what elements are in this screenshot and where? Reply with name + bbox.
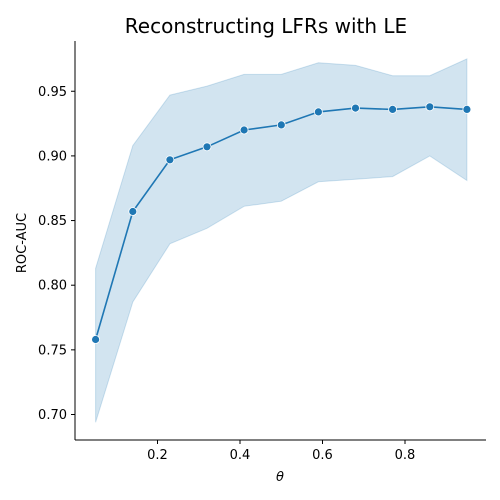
data-point	[351, 103, 360, 113]
data-point	[128, 207, 138, 216]
y-tick-label: 0.80	[38, 279, 67, 294]
x-tick-label: 0.6	[312, 448, 333, 463]
x-axis-label: θ	[276, 470, 284, 485]
data-point	[239, 125, 249, 135]
y-axis-ticks: 0.70 0.75 0.80 0.85 0.90 0.95	[38, 85, 75, 423]
data-point	[165, 155, 175, 165]
y-tick-label: 0.90	[38, 149, 67, 164]
data-point	[202, 142, 212, 152]
y-tick-label: 0.75	[38, 343, 67, 358]
data-point	[276, 120, 286, 130]
data-point	[313, 107, 323, 117]
confidence-band	[95, 58, 468, 423]
data-point	[425, 102, 435, 112]
y-tick-label: 0.70	[38, 408, 67, 423]
x-axis-ticks: 0.2 0.4 0.6 0.8	[147, 440, 415, 463]
data-point	[91, 335, 100, 344]
data-point	[388, 105, 398, 114]
y-tick-label: 0.95	[38, 85, 67, 100]
y-tick-label: 0.85	[38, 214, 67, 229]
plot-area	[91, 58, 472, 423]
chart-title: Reconstructing LFRs with LE	[125, 14, 407, 38]
x-tick-label: 0.4	[230, 448, 251, 463]
data-point	[462, 105, 472, 114]
y-axis-label: ROC-AUC	[15, 213, 30, 273]
x-tick-label: 0.8	[395, 448, 416, 463]
x-tick-label: 0.2	[147, 448, 168, 463]
